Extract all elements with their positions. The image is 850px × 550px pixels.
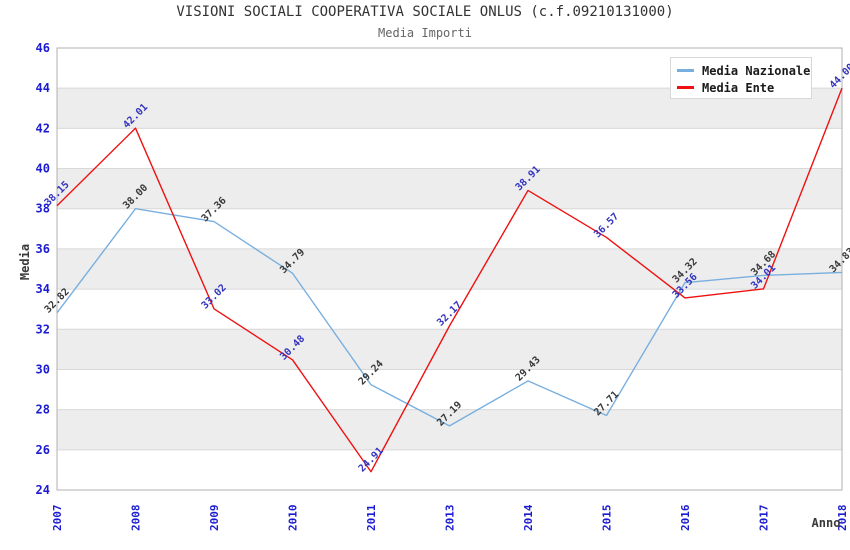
plot-band [57,208,842,249]
y-tick-label: 34 [36,282,50,296]
y-tick-label: 32 [36,322,50,336]
y-tick-label: 42 [36,121,50,135]
plot-border [56,47,843,491]
legend-item-media-ente: Media Ente [677,79,811,96]
x-tick-label: 2013 [444,505,457,532]
legend-label-media-nazionale: Media Nazionale [702,63,811,78]
legend-swatch-media-ente-icon [677,86,694,89]
plot-band [57,449,842,490]
plot-band [57,168,842,209]
chart-title: VISIONI SOCIALI COOPERATIVA SOCIALE ONLU… [176,4,674,20]
x-tick-label: 2017 [758,505,771,532]
series-line-media-ente [56,87,843,473]
chart-subtitle: Media Importi [378,26,472,40]
x-tick-label: 2015 [601,505,614,532]
legend: Media Nazionale Media Ente [670,57,812,99]
x-tick-label: 2016 [679,504,692,531]
y-tick-label: 38 [36,202,50,216]
x-tick-label: 2010 [287,505,300,532]
y-tick-label: 46 [36,41,50,55]
plot-band [57,369,842,410]
x-tick-label: 2014 [522,504,535,531]
plot-band [57,409,842,450]
series-line-media-nazionale [56,208,843,427]
y-tick-label: 40 [36,162,50,176]
legend-swatch-media-nazionale-icon [677,69,694,72]
plot-band [57,128,842,169]
x-tick-label: 2007 [51,505,64,532]
x-tick-label: 2008 [130,505,143,532]
x-tick-label: 2018 [836,505,849,532]
y-tick-label: 30 [36,362,50,376]
y-tick-label: 24 [36,483,50,497]
plot-band [57,329,842,370]
y-tick-label: 26 [36,443,50,457]
plot-band [57,289,842,330]
y-tick-label: 28 [36,403,50,417]
x-tick-label: 2011 [365,504,378,531]
x-tick-label: 2009 [208,505,221,532]
x-axis-title: Anno [812,516,841,530]
legend-item-media-nazionale: Media Nazionale [677,62,811,79]
y-tick-label: 44 [36,81,50,95]
y-axis-title: Media [18,244,32,280]
y-tick-label: 36 [36,242,50,256]
legend-label-media-ente: Media Ente [702,80,775,95]
plot-band [57,248,842,290]
